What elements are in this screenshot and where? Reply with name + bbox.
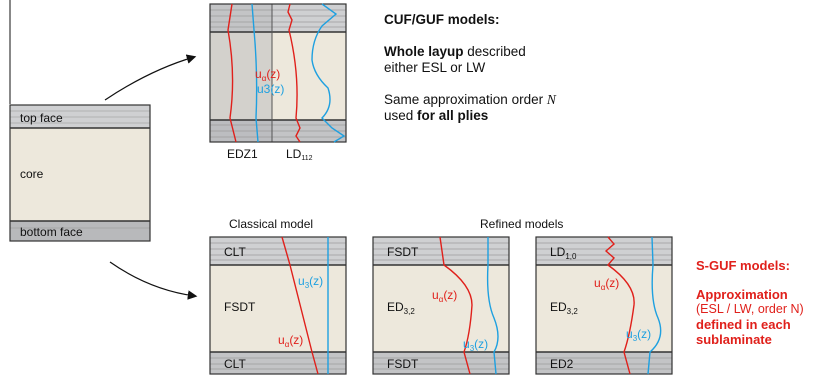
refined2-u3-curve: [647, 236, 662, 375]
cuf-line3: Same approximation order N: [384, 92, 556, 107]
ld112-label: LD112: [286, 147, 313, 162]
arrow-to-cuf: [104, 54, 197, 101]
panel3-u3-label: u3(z): [626, 327, 651, 343]
refined2-u-alpha-curve: [604, 236, 635, 375]
ld112-u-alpha-curve: [287, 3, 301, 143]
refined1-u-alpha-curve: [439, 236, 473, 375]
cuf-line4: used for all plies: [384, 108, 489, 123]
edz1-u3-curve: [251, 3, 259, 143]
panel1-u-alpha-label: uα(z): [278, 333, 303, 349]
panel1-u3-label: u3(z): [298, 274, 323, 290]
sguf-line3: defined in each: [696, 317, 791, 332]
panel2-bottom-label: FSDT: [387, 357, 419, 371]
cuf-u3-label: u3(z): [257, 82, 284, 96]
sguf-line4: sublaminate: [696, 332, 772, 347]
panel3-bottom-label: ED2: [550, 357, 574, 371]
sguf-line1: Approximation: [696, 287, 788, 302]
top-face-label: top face: [20, 111, 63, 125]
refined-panel-1: FSDT ED3,2 FSDT uα(z) u3(z): [372, 236, 510, 375]
cuf-u-alpha-label: uα(z): [255, 67, 280, 83]
cuf-text-block: CUF/GUF models: Whole layup described ei…: [384, 12, 604, 124]
panel1-bottom-label: CLT: [224, 357, 246, 371]
edz1-u-alpha-curve: [227, 3, 237, 143]
panel1-mid-label: FSDT: [224, 300, 256, 314]
cuf-line1: Whole layup described: [384, 44, 526, 59]
panel2-mid-label: ED3,2: [387, 300, 415, 316]
refined-models-heading: Refined models: [480, 217, 563, 231]
panel2-u3-label: u3(z): [463, 337, 488, 353]
core-label: core: [20, 167, 44, 181]
panel2-top-label: FSDT: [387, 245, 419, 259]
sguf-line2: (ESL / LW, order N): [696, 302, 804, 316]
cuf-panel: uα(z) u3(z): [209, 3, 347, 143]
classical-u-alpha-curve: [281, 236, 319, 375]
refined-panel-2: LD1,0 ED3,2 ED2 uα(z) u3(z): [535, 236, 673, 375]
cuf-title: CUF/GUF models:: [384, 12, 500, 27]
classical-model-heading: Classical model: [229, 217, 313, 231]
panel3-mid-label: ED3,2: [550, 300, 578, 316]
panel3-top-label: LD1,0: [550, 245, 577, 261]
cuf-line2: either ESL or LW: [384, 60, 486, 75]
panel2-u-alpha-label: uα(z): [432, 288, 457, 304]
bottom-face-label: bottom face: [20, 225, 83, 239]
edz1-label: EDZ1: [227, 147, 258, 161]
ld112-u3-curve: [311, 3, 346, 143]
sguf-text-block: S-GUF models: Approximation (ESL / LW, o…: [696, 258, 838, 347]
panel3-u-alpha-label: uα(z): [594, 276, 619, 292]
sandwich-panel: top face core bottom face: [9, 104, 151, 242]
classical-panel: CLT FSDT CLT u3(z) uα(z): [209, 236, 347, 375]
sguf-title: S-GUF models:: [696, 258, 790, 273]
arrow-to-sguf: [109, 261, 198, 300]
refined1-u3-curve: [486, 237, 499, 375]
panel1-top-label: CLT: [224, 245, 246, 259]
